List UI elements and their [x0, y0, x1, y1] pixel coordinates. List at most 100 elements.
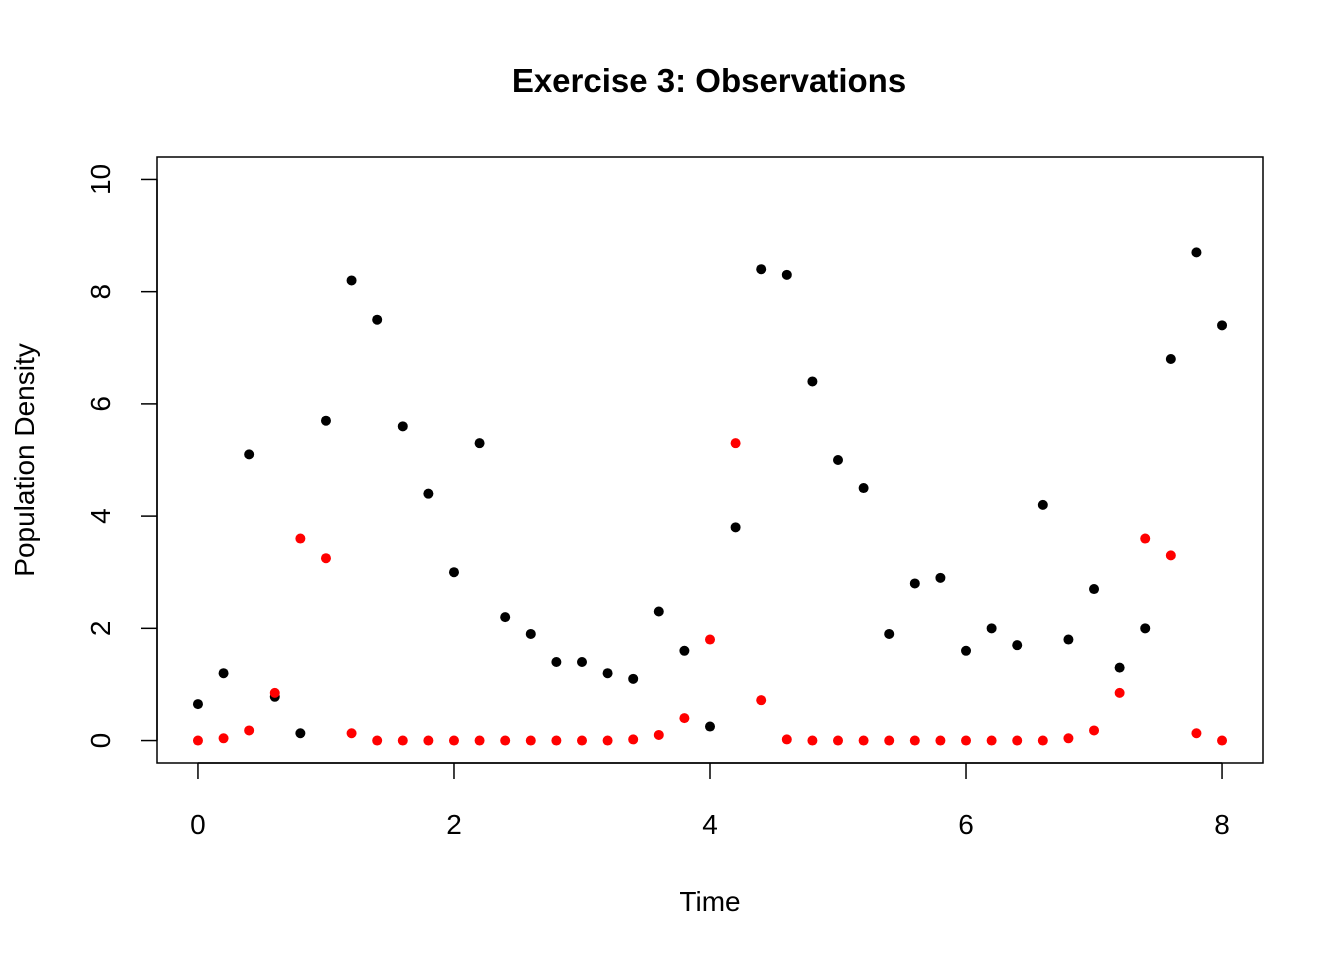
data-point-series-2 — [756, 695, 767, 706]
data-point-series-2 — [781, 734, 792, 745]
data-point-series-1 — [1114, 662, 1125, 673]
y-tick-label: 10 — [85, 164, 116, 195]
data-point-series-2 — [679, 713, 690, 724]
data-point-series-2 — [986, 735, 997, 746]
data-point-series-2 — [244, 725, 255, 736]
data-point-series-1 — [1063, 634, 1074, 645]
data-point-series-1 — [474, 438, 485, 449]
data-point-series-2 — [833, 735, 844, 746]
y-axis-label: Population Density — [9, 343, 40, 576]
data-point-series-2 — [884, 735, 895, 746]
y-tick-label: 6 — [85, 396, 116, 412]
data-point-series-2 — [602, 735, 613, 746]
data-point-series-1 — [628, 673, 639, 684]
data-point-series-1 — [1037, 499, 1048, 510]
data-point-series-2 — [525, 735, 536, 746]
data-point-series-1 — [679, 645, 690, 656]
y-tick-label: 4 — [85, 508, 116, 524]
data-point-series-1 — [551, 657, 562, 667]
data-point-series-1 — [909, 578, 920, 589]
data-point-series-2 — [1165, 550, 1176, 561]
data-point-series-2 — [1063, 733, 1074, 744]
data-point-series-2 — [372, 735, 383, 746]
data-point-series-1 — [576, 657, 587, 667]
x-tick-label: 0 — [190, 809, 206, 840]
data-point-series-2 — [1140, 533, 1151, 544]
data-point-series-2 — [269, 687, 280, 698]
data-point-series-1 — [423, 488, 434, 499]
data-point-series-2 — [1089, 725, 1100, 736]
chart-title: Exercise 3: Observations — [512, 62, 906, 99]
data-point-series-1 — [781, 269, 792, 280]
x-tick-label: 6 — [958, 809, 974, 840]
data-point-series-1 — [1191, 247, 1202, 258]
data-point-series-2 — [858, 735, 869, 746]
data-point-series-2 — [1191, 728, 1202, 739]
data-point-series-2 — [1114, 687, 1125, 698]
data-point-series-1 — [1217, 320, 1228, 331]
y-tick-label: 0 — [85, 733, 116, 749]
data-point-series-1 — [730, 522, 741, 533]
data-point-series-2 — [628, 734, 639, 745]
data-point-series-1 — [372, 314, 383, 325]
data-point-series-1 — [525, 628, 536, 639]
data-point-series-2 — [474, 735, 485, 746]
data-point-series-2 — [295, 533, 306, 544]
data-point-series-1 — [807, 376, 818, 387]
data-point-series-2 — [807, 735, 818, 746]
data-point-series-1 — [1089, 584, 1100, 595]
data-point-series-1 — [295, 728, 306, 739]
data-point-series-1 — [935, 572, 946, 583]
data-point-series-1 — [858, 483, 869, 494]
data-point-series-2 — [909, 735, 920, 746]
data-point-series-1 — [602, 668, 613, 679]
data-point-series-1 — [218, 668, 229, 679]
data-point-series-2 — [218, 733, 229, 744]
x-axis-label: Time — [679, 886, 740, 917]
data-point-series-1 — [192, 699, 203, 710]
data-point-series-1 — [1165, 354, 1176, 364]
data-point-series-2 — [1037, 735, 1048, 746]
data-point-series-2 — [551, 735, 562, 746]
data-point-series-1 — [653, 606, 664, 617]
data-point-series-1 — [1012, 640, 1023, 651]
x-tick-label: 2 — [446, 809, 462, 840]
data-point-series-2 — [346, 728, 357, 739]
y-axis: 0 2 4 6 8 10 — [85, 164, 158, 749]
data-point-series-1 — [833, 455, 844, 465]
data-point-series-2 — [320, 553, 331, 564]
data-point-series-1 — [448, 567, 459, 578]
data-point-series-1 — [986, 623, 997, 634]
data-point-series-2 — [705, 634, 715, 645]
data-point-series-2 — [1217, 735, 1228, 746]
data-point-series-2 — [961, 735, 972, 746]
data-point-series-2 — [730, 438, 741, 449]
data-point-series-2 — [653, 729, 664, 740]
data-point-series-2 — [423, 735, 434, 746]
data-points — [192, 247, 1228, 746]
data-point-series-1 — [1140, 623, 1151, 634]
data-point-series-1 — [500, 612, 511, 623]
x-axis: 0 2 4 6 8 — [190, 762, 1230, 840]
data-point-series-2 — [500, 735, 511, 746]
data-point-series-2 — [192, 735, 203, 746]
data-point-series-1 — [705, 721, 715, 732]
data-point-series-2 — [397, 735, 408, 746]
y-tick-label: 8 — [85, 284, 116, 300]
data-point-series-1 — [346, 275, 357, 286]
y-tick-label: 2 — [85, 621, 116, 637]
data-point-series-1 — [320, 415, 331, 426]
data-point-series-2 — [576, 735, 587, 746]
data-point-series-1 — [884, 628, 895, 639]
data-point-series-2 — [1012, 735, 1023, 746]
x-tick-label: 4 — [702, 809, 718, 840]
data-point-series-1 — [756, 264, 767, 275]
data-point-series-1 — [961, 645, 972, 656]
plot-frame — [156, 156, 1264, 764]
x-tick-label: 8 — [1214, 809, 1230, 840]
data-point-series-2 — [448, 735, 459, 746]
data-point-series-1 — [397, 421, 408, 432]
data-point-series-1 — [244, 449, 255, 460]
data-point-series-2 — [935, 735, 946, 746]
